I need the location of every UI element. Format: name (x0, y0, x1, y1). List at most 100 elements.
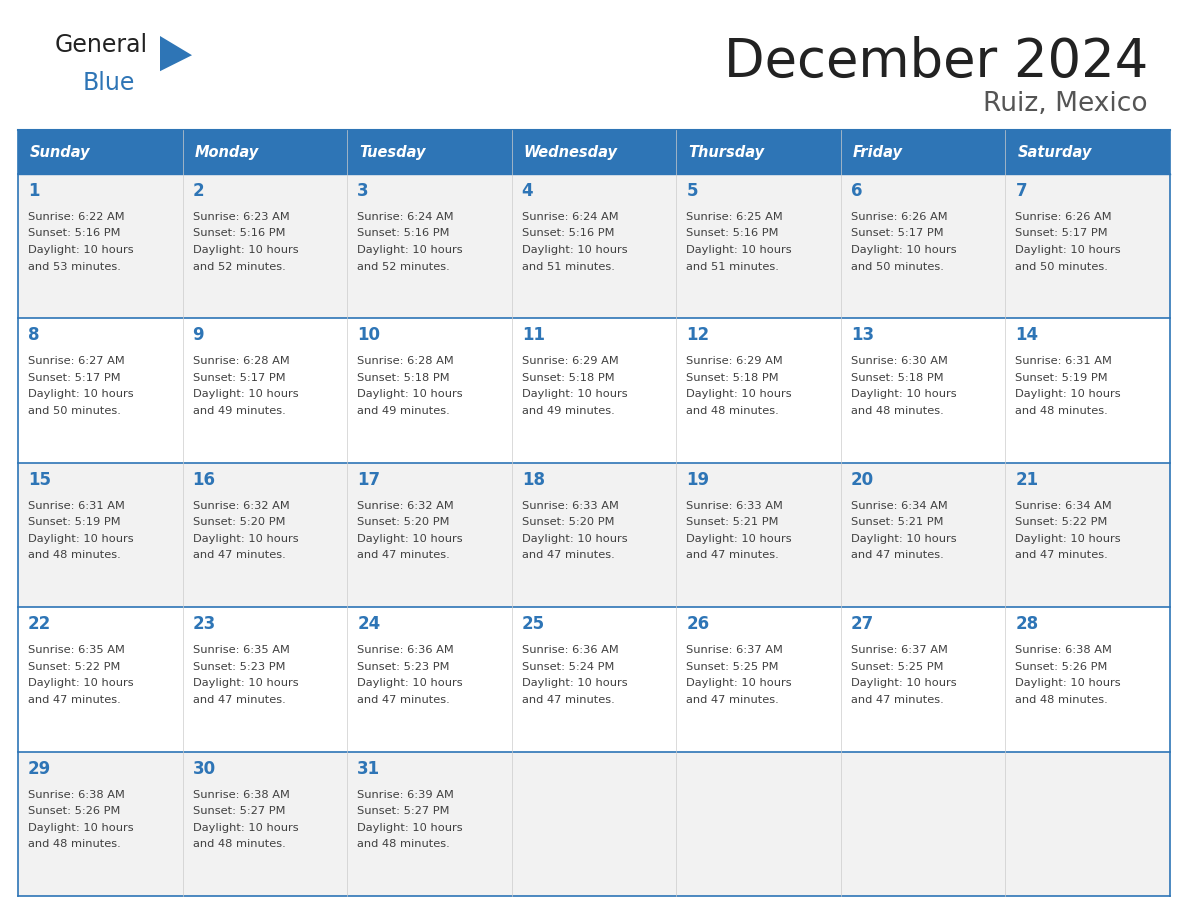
Text: Daylight: 10 hours: Daylight: 10 hours (687, 678, 792, 688)
Text: Sunset: 5:17 PM: Sunset: 5:17 PM (192, 373, 285, 383)
Text: 20: 20 (851, 471, 874, 488)
Text: Sunrise: 6:36 AM: Sunrise: 6:36 AM (522, 645, 619, 655)
Text: Sunset: 5:18 PM: Sunset: 5:18 PM (687, 373, 779, 383)
Text: Sunset: 5:24 PM: Sunset: 5:24 PM (522, 662, 614, 672)
Text: 15: 15 (29, 471, 51, 488)
Text: and 48 minutes.: and 48 minutes. (29, 839, 121, 849)
Text: Sunset: 5:17 PM: Sunset: 5:17 PM (851, 229, 943, 239)
Text: Daylight: 10 hours: Daylight: 10 hours (29, 245, 133, 255)
Text: Sunset: 5:21 PM: Sunset: 5:21 PM (851, 518, 943, 527)
Text: Daylight: 10 hours: Daylight: 10 hours (192, 533, 298, 543)
Text: Sunset: 5:25 PM: Sunset: 5:25 PM (687, 662, 779, 672)
Text: and 48 minutes.: and 48 minutes. (358, 839, 450, 849)
Text: Sunrise: 6:30 AM: Sunrise: 6:30 AM (851, 356, 948, 366)
Text: Friday: Friday (853, 144, 903, 160)
Text: 24: 24 (358, 615, 380, 633)
Text: Daylight: 10 hours: Daylight: 10 hours (358, 245, 463, 255)
Text: 29: 29 (29, 759, 51, 778)
Text: Wednesday: Wednesday (524, 144, 618, 160)
Text: Daylight: 10 hours: Daylight: 10 hours (358, 678, 463, 688)
Text: 9: 9 (192, 327, 204, 344)
Bar (18, 174, 1170, 319)
Text: and 52 minutes.: and 52 minutes. (358, 262, 450, 272)
Text: 10: 10 (358, 327, 380, 344)
Text: 31: 31 (358, 759, 380, 778)
Text: 4: 4 (522, 182, 533, 200)
Text: Sunset: 5:20 PM: Sunset: 5:20 PM (192, 518, 285, 527)
Text: and 52 minutes.: and 52 minutes. (192, 262, 285, 272)
Text: and 47 minutes.: and 47 minutes. (687, 550, 779, 560)
Text: Sunset: 5:18 PM: Sunset: 5:18 PM (851, 373, 943, 383)
Text: Daylight: 10 hours: Daylight: 10 hours (29, 678, 133, 688)
Text: 21: 21 (1016, 471, 1038, 488)
Text: and 53 minutes.: and 53 minutes. (29, 262, 121, 272)
Bar (18, 130, 1170, 174)
Text: Sunrise: 6:31 AM: Sunrise: 6:31 AM (1016, 356, 1112, 366)
Text: Sunset: 5:18 PM: Sunset: 5:18 PM (358, 373, 450, 383)
Text: and 47 minutes.: and 47 minutes. (687, 695, 779, 705)
Text: and 49 minutes.: and 49 minutes. (192, 406, 285, 416)
Text: Sunset: 5:27 PM: Sunset: 5:27 PM (358, 806, 449, 816)
Text: Sunset: 5:20 PM: Sunset: 5:20 PM (358, 518, 449, 527)
Text: Sunday: Sunday (30, 144, 90, 160)
Text: 27: 27 (851, 615, 874, 633)
Text: Sunset: 5:18 PM: Sunset: 5:18 PM (522, 373, 614, 383)
Text: December 2024: December 2024 (723, 36, 1148, 88)
Text: Daylight: 10 hours: Daylight: 10 hours (1016, 245, 1121, 255)
Text: 16: 16 (192, 471, 215, 488)
Text: Daylight: 10 hours: Daylight: 10 hours (192, 389, 298, 399)
Text: Daylight: 10 hours: Daylight: 10 hours (522, 533, 627, 543)
Text: Daylight: 10 hours: Daylight: 10 hours (1016, 678, 1121, 688)
Text: 5: 5 (687, 182, 697, 200)
Text: Sunset: 5:25 PM: Sunset: 5:25 PM (851, 662, 943, 672)
Text: and 47 minutes.: and 47 minutes. (29, 695, 121, 705)
Text: Sunrise: 6:37 AM: Sunrise: 6:37 AM (851, 645, 948, 655)
Text: Daylight: 10 hours: Daylight: 10 hours (358, 533, 463, 543)
Text: Sunrise: 6:36 AM: Sunrise: 6:36 AM (358, 645, 454, 655)
Text: Sunset: 5:22 PM: Sunset: 5:22 PM (29, 662, 120, 672)
Text: Sunset: 5:26 PM: Sunset: 5:26 PM (1016, 662, 1107, 672)
Text: and 47 minutes.: and 47 minutes. (522, 695, 614, 705)
Text: Sunset: 5:16 PM: Sunset: 5:16 PM (358, 229, 449, 239)
Text: Daylight: 10 hours: Daylight: 10 hours (851, 245, 956, 255)
Text: 3: 3 (358, 182, 368, 200)
Text: Daylight: 10 hours: Daylight: 10 hours (192, 245, 298, 255)
Text: Daylight: 10 hours: Daylight: 10 hours (192, 823, 298, 833)
Text: 17: 17 (358, 471, 380, 488)
Text: 18: 18 (522, 471, 545, 488)
Text: Sunrise: 6:32 AM: Sunrise: 6:32 AM (358, 501, 454, 510)
Text: and 51 minutes.: and 51 minutes. (687, 262, 779, 272)
Text: Sunrise: 6:32 AM: Sunrise: 6:32 AM (192, 501, 290, 510)
Text: Daylight: 10 hours: Daylight: 10 hours (358, 389, 463, 399)
Text: and 47 minutes.: and 47 minutes. (851, 695, 943, 705)
Text: Daylight: 10 hours: Daylight: 10 hours (29, 389, 133, 399)
Text: Sunset: 5:23 PM: Sunset: 5:23 PM (358, 662, 449, 672)
Text: Sunrise: 6:25 AM: Sunrise: 6:25 AM (687, 212, 783, 222)
Bar (18, 752, 1170, 896)
Text: Sunrise: 6:22 AM: Sunrise: 6:22 AM (29, 212, 125, 222)
Text: 12: 12 (687, 327, 709, 344)
Text: 26: 26 (687, 615, 709, 633)
Text: Sunrise: 6:38 AM: Sunrise: 6:38 AM (192, 789, 290, 800)
Text: Sunrise: 6:23 AM: Sunrise: 6:23 AM (192, 212, 290, 222)
Text: Saturday: Saturday (1017, 144, 1092, 160)
Bar (18, 319, 1170, 463)
Text: 14: 14 (1016, 327, 1038, 344)
Text: Sunset: 5:22 PM: Sunset: 5:22 PM (1016, 518, 1107, 527)
Text: Sunrise: 6:24 AM: Sunrise: 6:24 AM (358, 212, 454, 222)
Text: Sunset: 5:16 PM: Sunset: 5:16 PM (29, 229, 120, 239)
Text: Sunset: 5:19 PM: Sunset: 5:19 PM (1016, 373, 1108, 383)
Text: Sunset: 5:21 PM: Sunset: 5:21 PM (687, 518, 779, 527)
Text: Sunset: 5:20 PM: Sunset: 5:20 PM (522, 518, 614, 527)
Text: and 50 minutes.: and 50 minutes. (29, 406, 121, 416)
Text: Daylight: 10 hours: Daylight: 10 hours (851, 389, 956, 399)
Text: Blue: Blue (83, 71, 135, 95)
Text: Daylight: 10 hours: Daylight: 10 hours (687, 245, 792, 255)
Text: and 51 minutes.: and 51 minutes. (522, 262, 614, 272)
Text: Sunrise: 6:29 AM: Sunrise: 6:29 AM (687, 356, 783, 366)
Text: 7: 7 (1016, 182, 1028, 200)
Text: 28: 28 (1016, 615, 1038, 633)
Text: Sunrise: 6:31 AM: Sunrise: 6:31 AM (29, 501, 125, 510)
Text: Sunset: 5:23 PM: Sunset: 5:23 PM (192, 662, 285, 672)
Text: Sunset: 5:17 PM: Sunset: 5:17 PM (1016, 229, 1108, 239)
